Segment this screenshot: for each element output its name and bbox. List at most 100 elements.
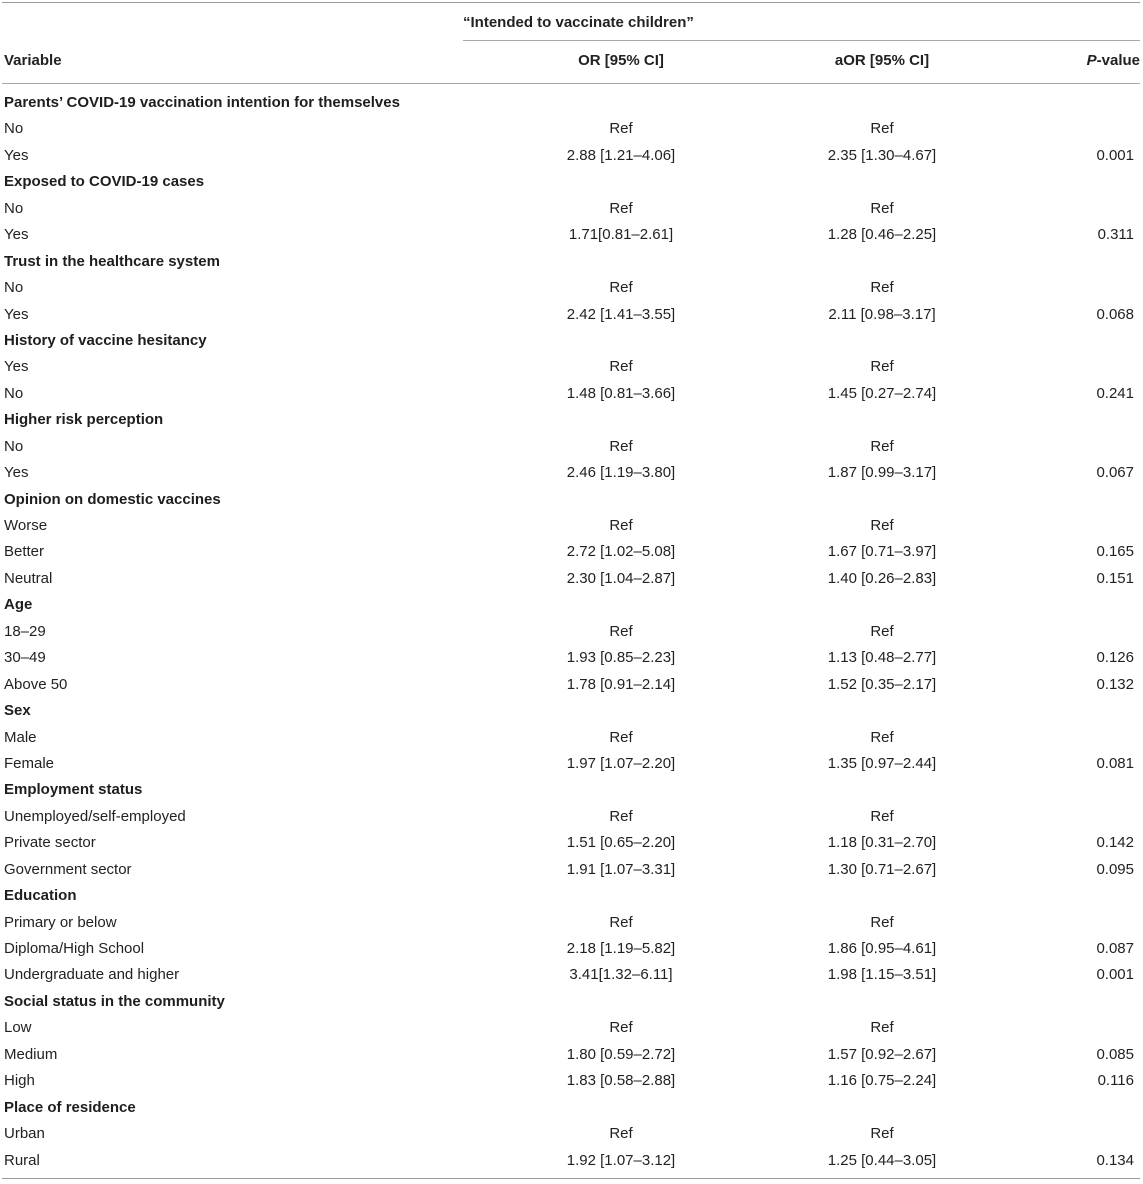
- section-label: Employment status: [4, 781, 143, 799]
- table-row: Yes Ref Ref: [2, 354, 1140, 380]
- or-cell: 1.92 [1.07–3.12]: [566, 1151, 676, 1169]
- section-header-row: Age: [2, 592, 1140, 618]
- aor-cell: 1.30 [0.71–2.67]: [827, 860, 937, 878]
- p-italic-letter: P: [1086, 52, 1097, 69]
- p-value-cell: 0.001: [1096, 966, 1134, 984]
- or-cell: Ref: [609, 1125, 633, 1143]
- table-row: Private sector 1.51 [0.65–2.20] 1.18 [0.31…: [2, 830, 1140, 856]
- p-value-cell: 0.165: [1096, 543, 1134, 561]
- variable-level: Rural: [4, 1151, 40, 1169]
- table-bottom-rule: [2, 1177, 1140, 1179]
- table-row: Better 2.72 [1.02–5.08] 1.67 [0.71–3.97] 0.…: [2, 539, 1140, 565]
- aor-cell: 1.16 [0.75–2.24]: [827, 1072, 937, 1090]
- table-row: Female 1.97 [1.07–2.20] 1.35 [0.97–2.44] 0.…: [2, 751, 1140, 777]
- aor-cell: Ref: [870, 728, 894, 746]
- or-cell: Ref: [609, 120, 633, 138]
- aor-cell: Ref: [870, 199, 894, 217]
- p-value-cell: 0.067: [1096, 464, 1134, 482]
- section-header-row: Exposed to COVID-19 cases: [2, 169, 1140, 195]
- aor-cell: 1.98 [1.15–3.51]: [827, 966, 937, 984]
- section-label: Place of residence: [4, 1098, 136, 1116]
- section-header-row: History of vaccine hesitancy: [2, 328, 1140, 354]
- table-row: No Ref Ref: [2, 434, 1140, 460]
- or-cell: Ref: [609, 199, 633, 217]
- variable-level: No: [4, 120, 24, 138]
- p-value-cell: 0.132: [1096, 675, 1134, 693]
- aor-cell: Ref: [870, 913, 894, 931]
- table-row: Yes 2.46 [1.19–3.80] 1.87 [0.99–3.17] 0.067: [2, 460, 1140, 486]
- table-row: Urban Ref Ref: [2, 1121, 1140, 1147]
- variable-level: Yes: [4, 305, 29, 323]
- p-value-cell: 0.151: [1096, 569, 1134, 587]
- or-cell: 1.97 [1.07–2.20]: [566, 754, 676, 772]
- aor-cell: 2.11 [0.98–3.17]: [828, 305, 936, 323]
- variable-level: Government sector: [4, 860, 132, 878]
- or-cell: Ref: [609, 728, 633, 746]
- table-row: Yes 2.42 [1.41–3.55] 2.11 [0.98–3.17] 0.068: [2, 302, 1140, 328]
- table-row: Above 50 1.78 [0.91–2.14] 1.52 [0.35–2.17]…: [2, 672, 1140, 698]
- section-label: Parents’ COVID-19 vaccination intention …: [4, 94, 400, 111]
- section-header-row: Higher risk perception: [2, 407, 1140, 433]
- or-cell: 2.46 [1.19–3.80]: [566, 464, 676, 482]
- section-header-row: Education: [2, 883, 1140, 909]
- table-row: 30–49 1.93 [0.85–2.23] 1.13 [0.48–2.77] 0.1…: [2, 645, 1140, 671]
- p-value-cell: 0.095: [1096, 860, 1134, 878]
- section-header-row: Sex: [2, 698, 1140, 724]
- or-cell: 1.48 [0.81–3.66]: [566, 384, 676, 402]
- section-header-row: Trust in the healthcare system: [2, 249, 1140, 275]
- p-value-cell: 0.116: [1097, 1072, 1134, 1090]
- p-value-cell: 0.126: [1096, 649, 1134, 667]
- aor-cell: Ref: [870, 1125, 894, 1143]
- p-value-cell: 0.087: [1096, 940, 1134, 957]
- aor-cell: Ref: [870, 279, 894, 297]
- or-cell: 2.42 [1.41–3.55]: [566, 305, 676, 323]
- p-value-cell: 0.241: [1096, 384, 1134, 402]
- variable-level: No: [4, 437, 24, 455]
- or-cell: Ref: [609, 517, 633, 534]
- aor-cell: 1.28 [0.46–2.25]: [827, 226, 937, 244]
- p-value-suffix: -value: [1096, 52, 1140, 69]
- section-label: Education: [4, 887, 77, 905]
- variable-level: Yes: [4, 226, 29, 244]
- variable-level: Better: [4, 543, 45, 561]
- variable-level: Unemployed/self-employed: [4, 807, 186, 825]
- variable-level: 18–29: [4, 622, 46, 640]
- aor-cell: 1.52 [0.35–2.17]: [827, 675, 937, 693]
- or-cell: Ref: [609, 622, 633, 640]
- section-header-row: Employment status: [2, 777, 1140, 803]
- or-cell: Ref: [609, 913, 633, 931]
- table-row: Yes 2.88 [1.21–4.06] 2.35 [1.30–4.67] 0.001: [2, 143, 1140, 169]
- section-header-row: Place of residence: [2, 1095, 1140, 1121]
- or-cell: 2.88 [1.21–4.06]: [566, 146, 676, 164]
- aor-cell: 1.67 [0.71–3.97]: [827, 543, 937, 561]
- table-row: High 1.83 [0.58–2.88] 1.16 [0.75–2.24] 0.11…: [2, 1068, 1140, 1094]
- aor-cell: Ref: [870, 1019, 894, 1037]
- p-value-cell: 0.068: [1096, 305, 1134, 323]
- p-value-cell: 0.081: [1096, 754, 1134, 772]
- section-label: Higher risk perception: [4, 411, 164, 429]
- table-body: Parents’ COVID-19 vaccination intention …: [2, 84, 1140, 1178]
- or-cell: 1.80 [0.59–2.72]: [566, 1045, 676, 1063]
- section-header-row: Opinion on domestic vaccines: [2, 487, 1140, 513]
- p-value-cell: 0.311: [1097, 226, 1134, 244]
- table-row: No Ref Ref: [2, 196, 1140, 222]
- variable-level: Worse: [4, 517, 48, 534]
- or-cell: 1.83 [0.58–2.88]: [566, 1072, 676, 1090]
- table-row: Worse Ref Ref: [2, 513, 1140, 539]
- column-header-variable: Variable: [4, 52, 62, 69]
- table-top-rule: [2, 2, 1140, 3]
- variable-level: Medium: [4, 1045, 58, 1063]
- or-cell: 1.78 [0.91–2.14]: [566, 675, 676, 693]
- variable-level: Undergraduate and higher: [4, 966, 180, 984]
- p-value-cell: 0.134: [1096, 1151, 1134, 1169]
- table-row: Rural 1.92 [1.07–3.12] 1.25 [0.44–3.05] 0.1…: [2, 1148, 1140, 1174]
- p-value-cell: 0.085: [1096, 1045, 1134, 1063]
- section-header-row: Social status in the community: [2, 989, 1140, 1015]
- aor-cell: Ref: [870, 437, 894, 455]
- or-cell: Ref: [609, 358, 633, 376]
- table-row: Government sector 1.91 [1.07–3.31] 1.30 [0…: [2, 857, 1140, 883]
- aor-cell: 2.35 [1.30–4.67]: [827, 146, 937, 164]
- variable-level: Yes: [4, 464, 29, 482]
- table-row: Unemployed/self-employed Ref Ref: [2, 804, 1140, 830]
